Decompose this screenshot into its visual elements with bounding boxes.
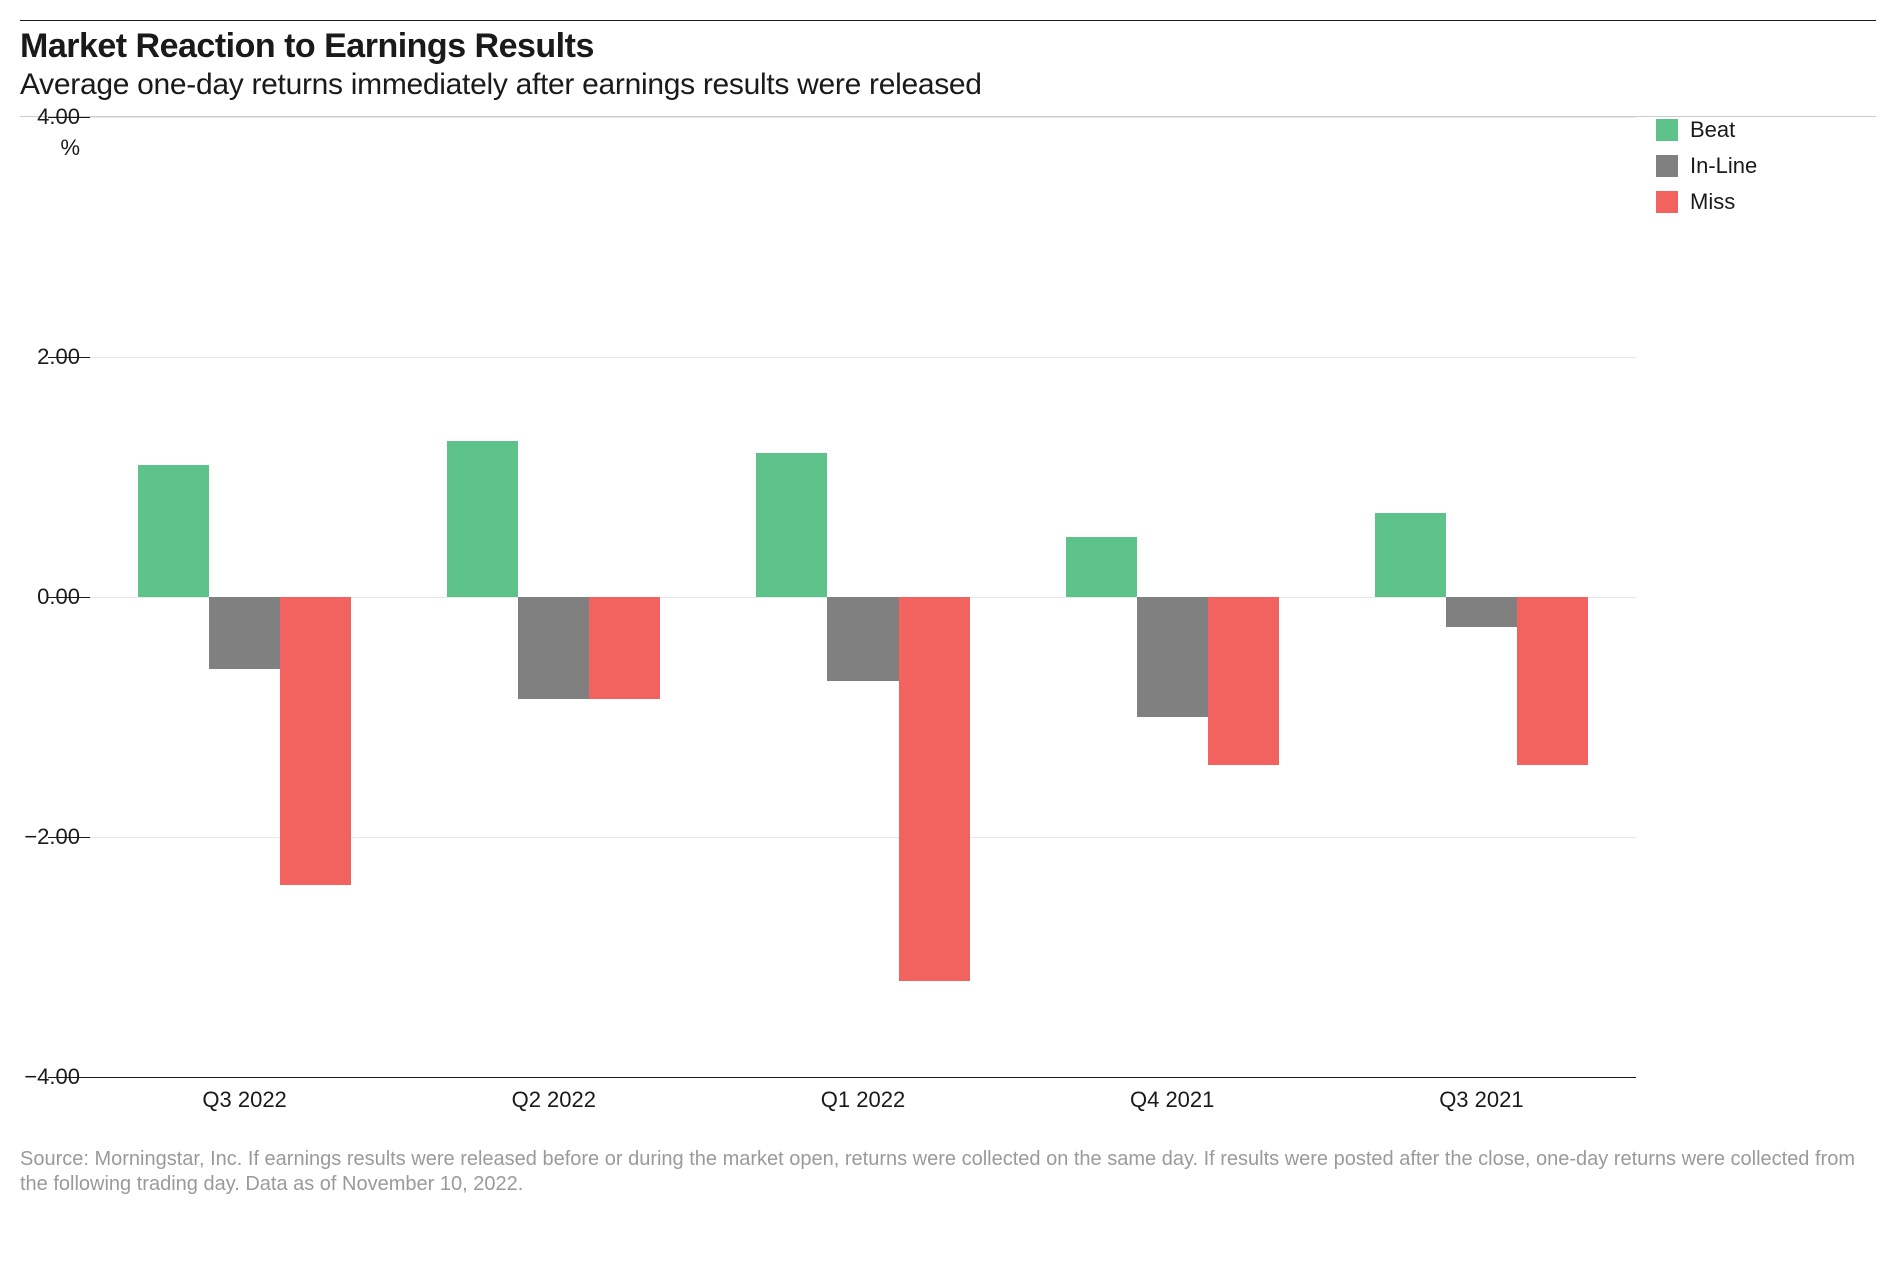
y-tick-label: 4.00	[37, 104, 80, 130]
y-tick-label: 2.00	[37, 344, 80, 370]
bar-miss	[899, 597, 970, 981]
bar-miss	[1517, 597, 1588, 765]
bar-beat	[138, 465, 209, 597]
y-tick-label: −2.00	[24, 824, 80, 850]
y-tick-label: 0.00	[37, 584, 80, 610]
legend-item: Miss	[1656, 189, 1876, 215]
title-rule	[20, 20, 1876, 21]
legend-swatch	[1656, 191, 1678, 213]
legend-swatch	[1656, 155, 1678, 177]
chart-area: 4.00%2.000.00−2.00−4.00Q3 2022Q2 2022Q1 …	[20, 117, 1876, 1137]
x-category-label: Q3 2022	[202, 1087, 286, 1113]
legend-item: Beat	[1656, 117, 1876, 143]
grid-line	[90, 117, 1636, 118]
bar-inline	[1137, 597, 1208, 717]
bar-inline	[1446, 597, 1517, 627]
bar-beat	[1066, 537, 1137, 597]
chart-title: Market Reaction to Earnings Results	[20, 27, 1876, 66]
legend-item: In-Line	[1656, 153, 1876, 179]
x-category-label: Q4 2021	[1130, 1087, 1214, 1113]
y-tick-label: −4.00	[24, 1064, 80, 1090]
x-category-label: Q1 2022	[821, 1087, 905, 1113]
bar-inline	[518, 597, 589, 699]
legend-label: Beat	[1690, 117, 1735, 143]
x-category-label: Q2 2022	[512, 1087, 596, 1113]
bar-miss	[589, 597, 660, 699]
x-axis-line	[90, 1077, 1636, 1078]
bar-inline	[209, 597, 280, 669]
legend-swatch	[1656, 119, 1678, 141]
chart-subtitle: Average one-day returns immediately afte…	[20, 68, 1876, 102]
legend-label: Miss	[1690, 189, 1735, 215]
bar-miss	[1208, 597, 1279, 765]
chart-container: Market Reaction to Earnings Results Aver…	[20, 20, 1876, 1247]
legend-label: In-Line	[1690, 153, 1757, 179]
plot-area: 4.00%2.000.00−2.00−4.00Q3 2022Q2 2022Q1 …	[90, 117, 1636, 1077]
x-category-label: Q3 2021	[1439, 1087, 1523, 1113]
legend: Beat In-Line Miss	[1656, 117, 1876, 225]
bar-beat	[447, 441, 518, 597]
grid-line	[90, 357, 1636, 358]
bar-beat	[1375, 513, 1446, 597]
bar-inline	[827, 597, 898, 681]
bar-miss	[280, 597, 351, 885]
bar-beat	[756, 453, 827, 597]
y-axis-unit: %	[60, 135, 80, 161]
chart-footnote: Source: Morningstar, Inc. If earnings re…	[20, 1147, 1876, 1197]
